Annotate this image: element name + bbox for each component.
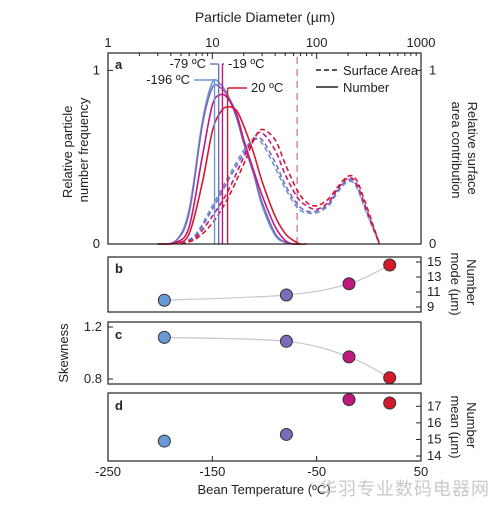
left-axis-title-c: Skewness — [56, 323, 71, 383]
top-axis-tick-label: 10 — [205, 35, 219, 50]
data-point — [157, 434, 171, 448]
left-axis-tick-label: 1 — [93, 62, 100, 77]
panel-a: Particle Diameter (µm) Relative particle… — [60, 9, 480, 251]
mode-marker-label: -19 ºC — [228, 56, 265, 71]
panel-label-a: a — [115, 57, 123, 72]
panel-label-c: c — [115, 327, 122, 342]
legend: Surface Area Number — [316, 63, 419, 95]
number-line-3 — [157, 105, 307, 246]
right-axis-title-d-line-2: mean (µm) — [448, 395, 463, 458]
x-axis-tick-label: -250 — [95, 464, 121, 479]
surface-area-line-0 — [180, 138, 381, 245]
plot-a-frame — [107, 52, 422, 245]
panel-c: 0.8 1.2 c Skewness — [56, 319, 422, 386]
data-point — [383, 396, 397, 410]
right-axis-title-line-1: Relative surface — [465, 102, 480, 195]
y-axis-tick-label: 15 — [427, 254, 441, 269]
trend-line — [164, 264, 390, 301]
legend-label-number: Number — [343, 80, 390, 95]
data-point — [342, 277, 356, 291]
left-axis-tick-label: 0 — [93, 236, 100, 251]
data-point — [342, 393, 356, 407]
mode-marker-label: 20 ºC — [251, 80, 283, 95]
right-axis-title-d-line-1: Number — [464, 402, 479, 449]
plot-c-area: 0.8 1.2 — [84, 319, 397, 386]
plot-d-frame — [107, 392, 422, 462]
mode-marker-label: -79 ºC — [169, 56, 206, 71]
data-point — [157, 330, 171, 344]
number-line-1 — [157, 83, 301, 245]
y-axis-tick-label: 1.2 — [84, 319, 102, 334]
data-point — [342, 350, 356, 364]
top-axis-title: Particle Diameter (µm) — [195, 9, 335, 25]
right-axis-title-a: Relative surface area contribution — [449, 102, 480, 199]
y-axis-tick-label: 11 — [427, 284, 441, 299]
panel-label-b: b — [115, 261, 123, 276]
surface-area-line-3 — [180, 128, 381, 245]
right-axis-tick-label: 0 — [429, 236, 436, 251]
left-axis-title-a: Relative particle number frequency — [60, 97, 91, 202]
data-point — [279, 334, 293, 348]
y-axis-tick-label: 16 — [427, 415, 441, 430]
watermark-text: 华羽专业数码电器网 — [319, 479, 490, 500]
right-axis-title-b-line-2: mode (µm) — [448, 252, 463, 315]
right-axis-title-d: Number mean (µm) — [448, 395, 479, 458]
y-axis-tick-label: 13 — [427, 269, 441, 284]
x-axis-tick-label: -150 — [199, 464, 225, 479]
right-axis-title-line-2: area contribution — [449, 102, 464, 199]
top-axis-tick-label: 100 — [306, 35, 328, 50]
top-axis-tick-label: 1 — [104, 35, 111, 50]
data-point — [279, 427, 293, 441]
left-axis-title-line-1: Relative particle — [60, 106, 75, 199]
y-axis-tick-label: 9 — [427, 299, 434, 314]
top-axis-tick-label: 1000 — [407, 35, 436, 50]
plot-b-frame — [107, 256, 422, 313]
right-axis-title-b-line-1: Number — [464, 259, 479, 306]
surface-area-line-1 — [180, 136, 381, 245]
y-axis-tick-label: 15 — [427, 431, 441, 446]
mode-marker-label: -196 ºC — [146, 72, 190, 87]
y-axis-tick-label: 0.8 — [84, 371, 102, 386]
legend-label-surface-area: Surface Area — [343, 63, 419, 78]
y-axis-tick-label: 14 — [427, 448, 441, 463]
left-axis-title-line-2: number frequency — [76, 97, 91, 202]
trend-line — [164, 336, 390, 379]
number-line-2 — [157, 93, 301, 246]
plot-c-frame — [107, 321, 422, 385]
right-axis-title-b: Number mode (µm) — [448, 252, 479, 315]
x-axis-tick-label: -50 — [307, 464, 326, 479]
data-point — [157, 293, 171, 307]
number-line-0 — [157, 78, 301, 246]
x-axis-tick-label: 50 — [414, 464, 428, 479]
right-axis-tick-label: 1 — [429, 62, 436, 77]
panel-label-d: d — [115, 398, 123, 413]
data-point — [383, 371, 397, 385]
data-point — [279, 288, 293, 302]
y-axis-tick-label: 17 — [427, 398, 441, 413]
x-axis-title: Bean Temperature (ºC) — [197, 482, 330, 497]
data-point — [383, 258, 397, 272]
surface-area-line-2 — [180, 131, 381, 245]
